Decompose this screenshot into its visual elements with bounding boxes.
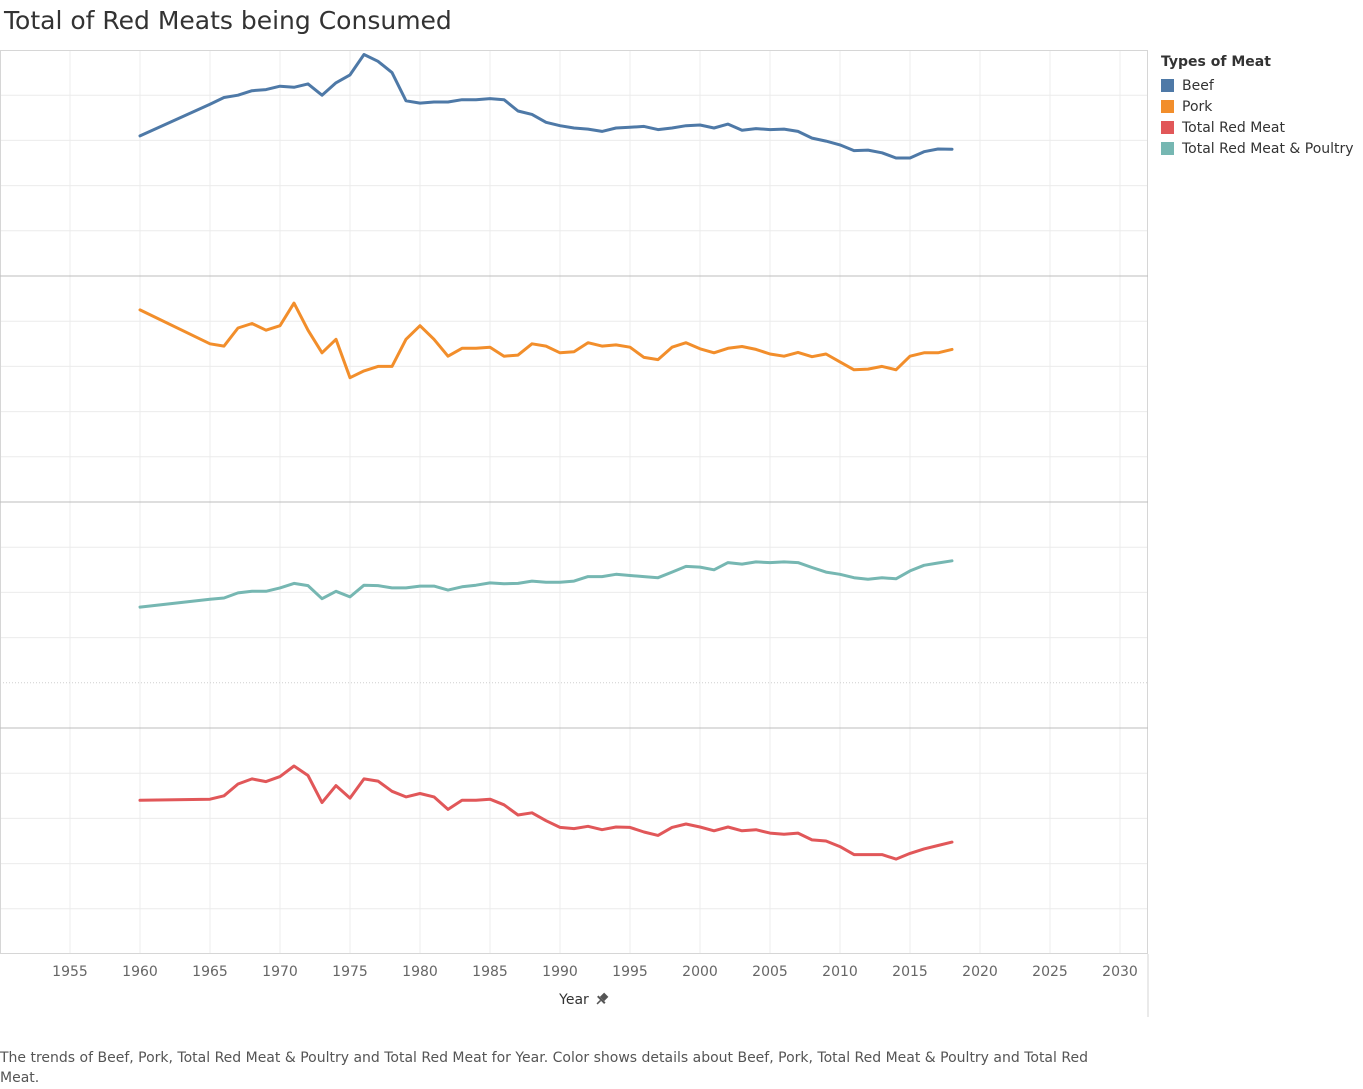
series-line-pork — [138, 301, 954, 380]
x-tick-label: 1980 — [402, 964, 438, 980]
legend-label: Total Red Meat — [1182, 119, 1285, 136]
legend-item-pork[interactable]: Pork — [1161, 96, 1354, 117]
x-tick-label: 2010 — [822, 964, 858, 980]
x-tick-label: 1955 — [52, 964, 88, 980]
chart-caption: The trends of Beef, Pork, Total Red Meat… — [0, 1050, 1088, 1086]
legend-title: Types of Meat — [1161, 54, 1271, 70]
x-tick-label: 1995 — [612, 964, 648, 980]
legend-item-total-red-meat[interactable]: Total Red Meat — [1161, 117, 1354, 138]
legend-swatch — [1161, 79, 1174, 92]
x-tick-label: 1990 — [542, 964, 578, 980]
x-tick-label: 2000 — [682, 964, 718, 980]
x-tick-label: 1970 — [262, 964, 298, 980]
x-tick-label: 1985 — [472, 964, 508, 980]
x-tick-label: 2020 — [962, 964, 998, 980]
legend-swatch — [1161, 121, 1174, 134]
legend-swatch — [1161, 100, 1174, 113]
x-tick-label: 1960 — [122, 964, 158, 980]
x-tick-label: 2030 — [1102, 964, 1138, 980]
series-line-total-red-meat — [138, 764, 954, 861]
legend-item-total-red-meat-poultry[interactable]: Total Red Meat & Poultry — [1161, 138, 1354, 159]
legend-label: Beef — [1182, 77, 1214, 94]
legend-swatch — [1161, 142, 1174, 155]
series-line-total-red-meat-poultry — [138, 559, 954, 609]
chart-title: Total of Red Meats being Consumed — [4, 6, 452, 35]
series-line-beef — [138, 53, 954, 160]
line-chart: 1955 1960 1965 1970 1975 1980 1985 1990 1995 2000… — [0, 50, 1149, 1017]
legend-label: Pork — [1182, 98, 1213, 115]
legend-item-beef[interactable]: Beef — [1161, 75, 1354, 96]
x-tick-label: 1975 — [332, 964, 368, 980]
legend: Types of Meat Beef Pork Total Red Meat T… — [1161, 54, 1354, 159]
legend-label: Total Red Meat & Poultry — [1182, 140, 1354, 157]
x-tick-label: 2005 — [752, 964, 788, 980]
x-tick-label: 2015 — [892, 964, 928, 980]
x-axis-title: Year — [558, 992, 589, 1008]
x-tick-label: 1965 — [192, 964, 228, 980]
pin-icon — [596, 992, 609, 1005]
x-tick-label: 2025 — [1032, 964, 1068, 980]
